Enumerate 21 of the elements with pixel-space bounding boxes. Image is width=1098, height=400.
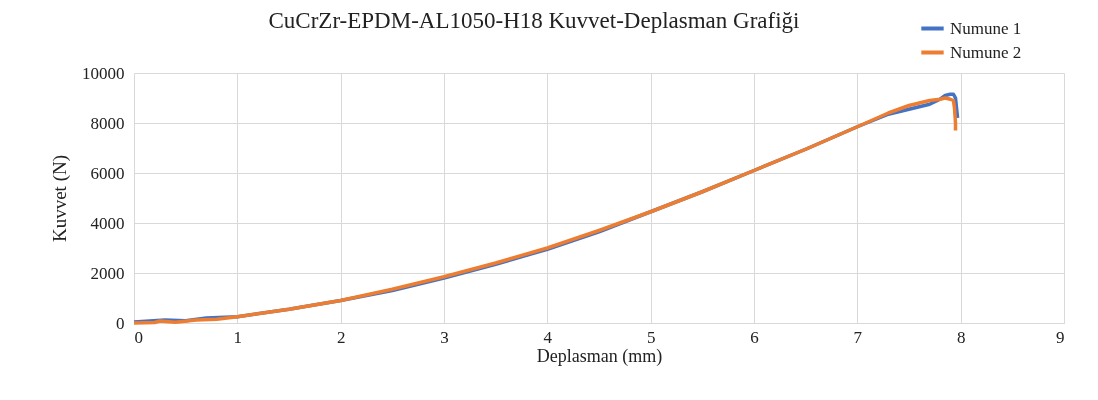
x-tick-label: 2	[336, 327, 346, 347]
x-tick-label: 1	[233, 327, 243, 347]
y-tick-label: 8000	[90, 113, 125, 133]
x-tick-label: 3	[440, 327, 449, 347]
y-tick-label: 2000	[90, 263, 125, 283]
y-tick-label: 10000	[82, 63, 125, 83]
y-tick-label: 0	[116, 313, 125, 333]
y-axis-title: Kuvvet (N)	[49, 154, 71, 243]
x-axis-title: Deplasman (mm)	[536, 345, 663, 367]
legend-label: Numune 1	[950, 18, 1022, 38]
x-tick-label: 4	[543, 327, 553, 347]
x-tick-label: 8	[956, 327, 966, 347]
x-tick-label: 0	[134, 327, 143, 347]
chart-title: CuCrZr-EPDM-AL1050-H18 Kuvvet-Deplasman Grafiği	[268, 8, 800, 33]
x-tick-label: 7	[853, 327, 863, 347]
x-tick-label: 6	[750, 327, 759, 347]
y-tick-label: 4000	[90, 213, 125, 233]
legend-label: Numune 2	[950, 42, 1022, 62]
x-tick-label: 5	[646, 327, 656, 347]
x-tick-label: 9	[1056, 327, 1065, 347]
y-tick-label: 6000	[90, 163, 125, 183]
